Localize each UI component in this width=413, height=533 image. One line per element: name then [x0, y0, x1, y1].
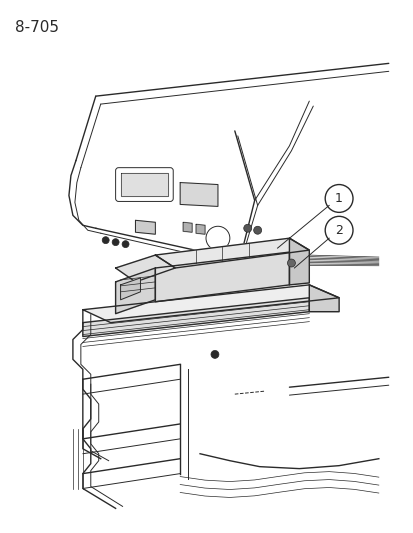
Polygon shape — [183, 222, 192, 232]
Polygon shape — [309, 285, 338, 312]
Polygon shape — [83, 285, 338, 322]
Polygon shape — [155, 238, 309, 268]
Circle shape — [211, 350, 218, 358]
Polygon shape — [120, 173, 168, 197]
Circle shape — [243, 224, 251, 232]
Polygon shape — [289, 238, 309, 285]
Polygon shape — [115, 268, 155, 314]
Text: 8-705: 8-705 — [15, 20, 59, 35]
Polygon shape — [135, 220, 155, 234]
Polygon shape — [180, 183, 217, 206]
Text: 2: 2 — [335, 224, 342, 237]
Circle shape — [122, 241, 129, 248]
Polygon shape — [83, 298, 309, 336]
Text: 1: 1 — [335, 192, 342, 205]
Circle shape — [287, 259, 295, 267]
Polygon shape — [120, 278, 140, 300]
Polygon shape — [155, 252, 289, 302]
Circle shape — [102, 237, 109, 244]
Circle shape — [253, 227, 261, 234]
Polygon shape — [196, 224, 204, 234]
Polygon shape — [115, 255, 175, 282]
Circle shape — [112, 239, 119, 246]
